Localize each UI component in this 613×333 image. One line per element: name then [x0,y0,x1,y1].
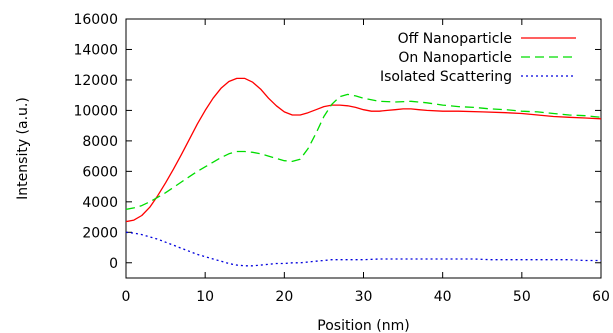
y-tick-label: 6000 [82,164,118,180]
plot-frame [125,18,602,279]
x-tick-label: 40 [434,289,452,305]
series-line-2 [125,231,601,267]
y-tick-label: 4000 [82,195,118,211]
y-tick-label: 0 [109,256,118,272]
legend-label: Isolated Scattering [380,69,512,85]
x-tick-label: 10 [196,289,214,305]
series-line-1 [125,93,602,211]
x-tick-label: 50 [513,289,531,305]
x-axis-label: Position (nm) [317,318,409,333]
y-tick-label: 2000 [82,225,118,241]
x-tick-label: 30 [355,289,373,305]
x-tick-label: 20 [275,289,293,305]
y-tick-label: 10000 [73,103,118,119]
y-axis-label: Intensity (a.u.) [15,97,31,200]
y-tick-label: 12000 [73,73,118,89]
y-tick-label: 14000 [73,42,118,58]
x-tick-label: 0 [122,289,131,305]
legend-label: On Nanoparticle [398,50,512,66]
series-line-0 [125,77,602,223]
x-tick-label: 60 [592,289,610,305]
y-tick-label: 8000 [82,134,118,150]
legend-label: Off Nanoparticle [398,31,512,47]
y-tick-label: 16000 [73,12,118,28]
